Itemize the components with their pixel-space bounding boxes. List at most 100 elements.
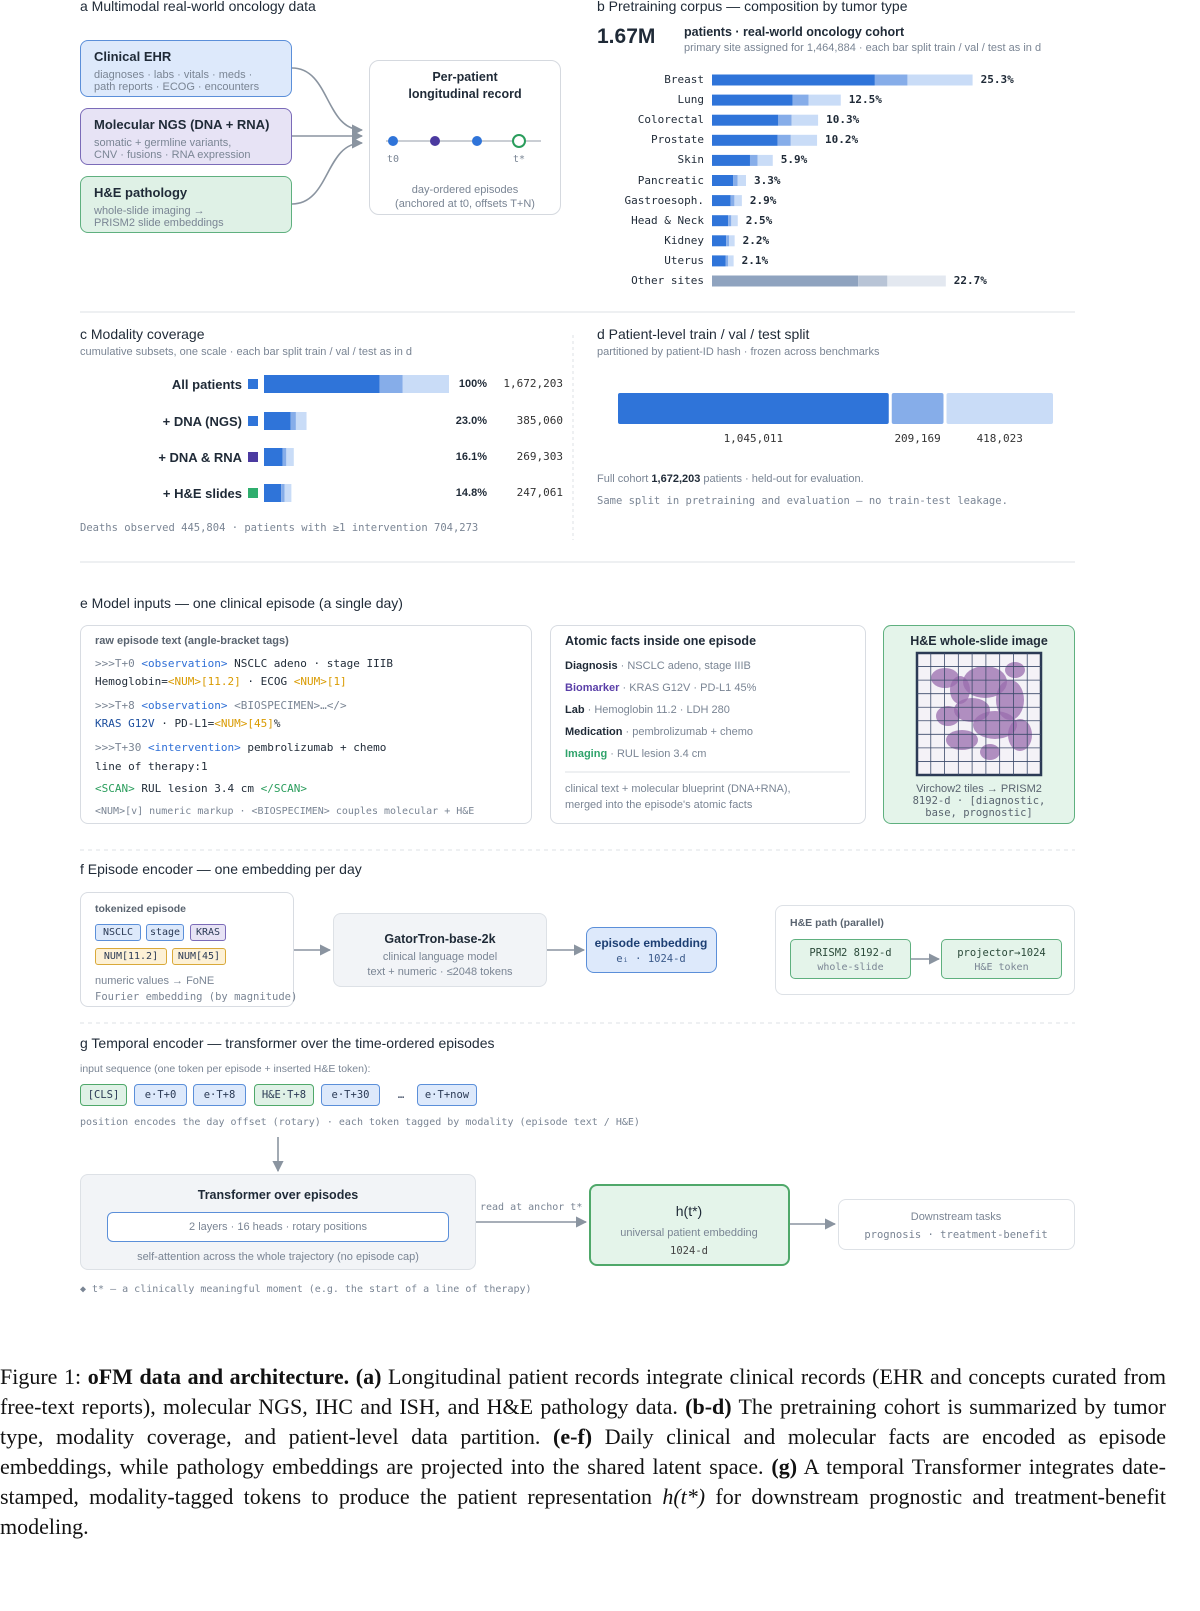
value-label: 10.3% xyxy=(826,113,860,127)
bar-segment xyxy=(726,235,729,247)
category-label: Other sites xyxy=(631,274,704,287)
note: primary site assigned for 1,464,884 · ea… xyxy=(684,42,1042,54)
box-title: Atomic facts inside one episode xyxy=(565,634,757,648)
count-label: 209,169 xyxy=(894,432,941,445)
slide-caption: Virchow2 tiles → PRISM2 xyxy=(916,783,1042,795)
box-title: Transformer over episodes xyxy=(197,1188,359,1202)
panel-title: b Pretraining corpus — composition by tu… xyxy=(597,0,908,14)
box-detail: text + numeric · ≤2048 tokens xyxy=(367,966,513,978)
box-detail: whole-slide xyxy=(817,961,884,973)
encoder-box xyxy=(333,913,547,987)
note: Fourier embedding (by magnitude) xyxy=(95,991,298,1003)
category-label: Pancreatic xyxy=(637,173,704,187)
panel-title: a Multimodal real-world oncology data xyxy=(80,0,316,14)
text-run: line of therapy:1 xyxy=(95,760,208,773)
bar-segment xyxy=(777,134,791,146)
footer: Deaths observed 445,804 · patients with … xyxy=(80,522,479,534)
token xyxy=(95,948,167,965)
panel-title: e Model inputs — one clinical episode (a… xyxy=(80,595,403,611)
bar-segment xyxy=(907,74,973,86)
value-label: 10.2% xyxy=(825,133,859,147)
box-title: raw episode text (angle-bracket tags) xyxy=(95,635,289,647)
count-label: 1,672,203 xyxy=(503,377,563,390)
source-box xyxy=(80,108,292,165)
value-label: 2.1% xyxy=(741,253,769,267)
bar-segment xyxy=(725,255,729,267)
fact-line: Biomarker · KRAS G12V · PD-L1 45% xyxy=(565,681,756,695)
code-line: >>>T+30 <intervention> pembrolizumab + c… xyxy=(95,741,386,755)
bar-segment xyxy=(712,235,727,247)
fact-line: Medication · pembrolizumab + chemo xyxy=(565,725,753,739)
record-box xyxy=(369,60,561,215)
text-run: · PD-L1= xyxy=(154,717,215,730)
category-label: Uterus xyxy=(664,253,704,267)
text-run: % xyxy=(273,717,281,730)
source-box xyxy=(80,40,292,97)
category-label: + H&E slides xyxy=(162,485,242,501)
sequence-token xyxy=(193,1084,246,1106)
embedding-box xyxy=(586,927,717,973)
box-title: tokenized episode xyxy=(95,903,187,915)
fact-line: Lab · Hemoglobin 11.2 · LDH 280 xyxy=(565,703,730,717)
category-label: Breast xyxy=(664,73,704,86)
fact-line: Imaging · RUL lesion 3.4 cm xyxy=(565,747,706,761)
text-run: · pembrolizumab + chemo xyxy=(622,726,753,738)
sequence-token xyxy=(321,1084,380,1106)
note: input sequence (one token per episode + … xyxy=(80,1063,371,1075)
panel-title: d Patient-level train / val / test split xyxy=(597,326,810,342)
text-run: <observation> xyxy=(141,657,228,670)
token-label: e·T+30 xyxy=(331,1089,370,1101)
text-run: NSCLC adeno · stage IIIB xyxy=(227,657,394,670)
value-label: 23.0% xyxy=(455,415,487,427)
value-label: 12.5% xyxy=(848,93,882,107)
text-run: · ECOG xyxy=(240,675,294,688)
source-title: Molecular NGS (DNA + RNA) xyxy=(94,116,270,132)
value-label: 14.8% xyxy=(455,487,487,499)
category-label: Head & Neck xyxy=(631,213,704,227)
subtitle: partitioned by patient-ID hash · frozen … xyxy=(597,346,880,358)
token-label: [CLS] xyxy=(87,1089,120,1101)
panel-title: f Episode encoder — one embedding per da… xyxy=(80,861,362,877)
box-detail: eᵢ · 1024-d xyxy=(616,953,686,965)
caption-run: h(t*) xyxy=(662,1484,706,1509)
text-run: RUL lesion 3.4 cm xyxy=(134,782,261,795)
bar-segment xyxy=(728,215,732,227)
footnote: ◆ t* — a clinically meaningful moment (e… xyxy=(80,1283,532,1295)
value-label: 2.9% xyxy=(749,193,777,207)
category-label: Skin xyxy=(677,153,705,167)
he-step-box xyxy=(790,939,911,979)
value-label: 16.1% xyxy=(455,451,487,463)
box-detail: clinical language model xyxy=(382,951,498,963)
sequence-token xyxy=(417,1084,477,1106)
text-run: · KRAS G12V · PD-L1 45% xyxy=(619,682,757,694)
text-run: <intervention> xyxy=(147,741,241,754)
bar-segment xyxy=(712,134,778,146)
token xyxy=(146,924,184,941)
caption-run: Figure 1: xyxy=(0,1364,88,1389)
token-label: … xyxy=(397,1089,405,1101)
caption-run: Daily clinical and molecular facts are e… xyxy=(0,1424,1166,1479)
bar-segment xyxy=(731,215,738,227)
caption-run: (e-f) xyxy=(553,1424,593,1449)
text-run: >>>T+0 xyxy=(95,657,142,670)
box-detail: prognosis · treatment-benefit xyxy=(864,1229,1048,1241)
caption-run: A temporal Transformer integrates date-s… xyxy=(0,1454,1167,1509)
text-run: Hemoglobin= xyxy=(95,675,168,688)
bar-segment xyxy=(712,114,779,126)
record-title: Per-patient xyxy=(432,70,498,84)
box-detail: PRISM2 8192-d xyxy=(809,947,892,959)
record-title: longitudinal record xyxy=(408,87,522,101)
panel-title: g Temporal encoder — transformer over th… xyxy=(80,1035,495,1051)
note: Same split in pretraining and evaluation… xyxy=(597,495,1008,507)
category-label: Kidney xyxy=(664,233,704,247)
bar-segment xyxy=(874,74,908,86)
count-label: 1,045,011 xyxy=(723,432,784,445)
category-label: + DNA & RNA xyxy=(158,449,242,465)
text-run: <NUM>[1] xyxy=(293,675,347,688)
caption-run: The pretraining cohort is summarized by … xyxy=(0,1394,1166,1449)
atomic-box xyxy=(550,625,866,824)
text-run: Biomarker xyxy=(565,682,620,694)
text-run: <observation> xyxy=(141,699,228,712)
box-detail: projector→1024 xyxy=(957,947,1046,959)
code-line: KRAS G12V · PD-L1=<NUM>[45]% xyxy=(95,717,280,731)
